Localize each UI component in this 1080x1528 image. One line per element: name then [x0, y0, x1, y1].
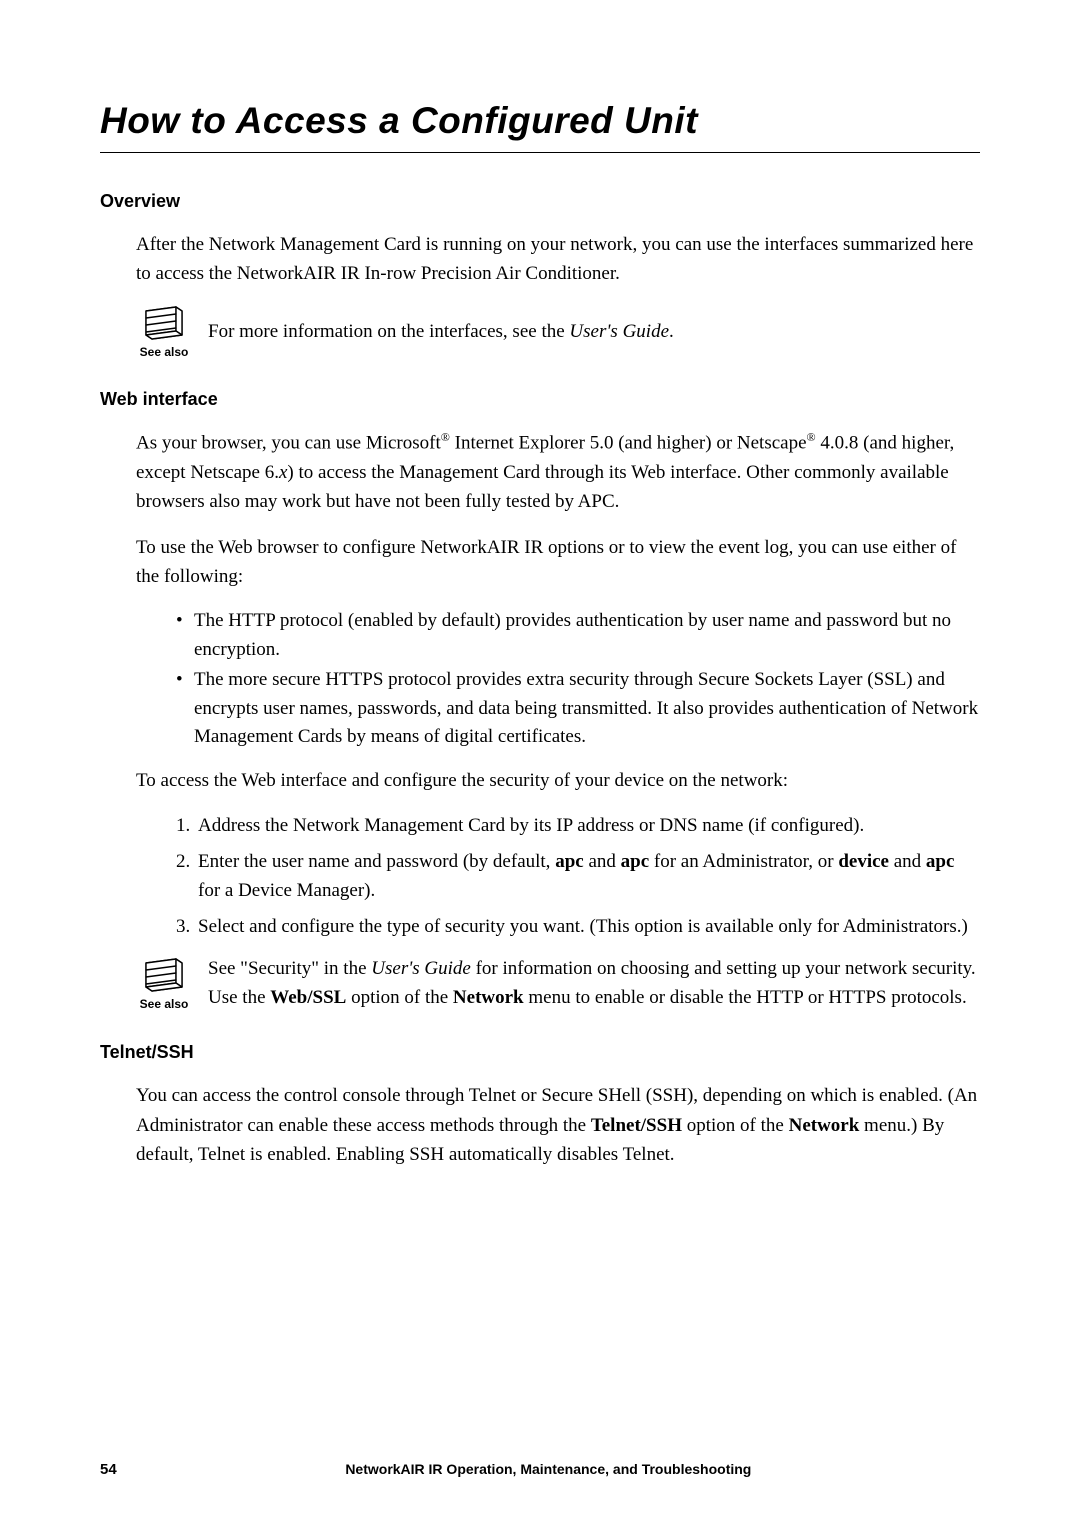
title-rule [100, 152, 980, 153]
web-paragraph-1: As your browser, you can use Microsoft® … [136, 428, 980, 517]
text-part: option of the [346, 987, 453, 1008]
item-number: 1. [176, 811, 190, 840]
overview-seealso-block: See also For more information on the int… [136, 305, 980, 359]
text-part: menu to enable or disable the HTTP or HT… [524, 987, 967, 1008]
section-telnet-heading: Telnet/SSH [100, 1042, 980, 1063]
text-part: Enter the user name and password (by def… [198, 851, 555, 872]
text-bold: apc [555, 851, 584, 872]
footer-title: NetworkAIR IR Operation, Maintenance, an… [117, 1461, 980, 1477]
list-item: 2. Enter the user name and password (by … [176, 847, 980, 906]
text-bold: Network [453, 987, 524, 1008]
text-bold: device [838, 851, 889, 872]
text-part: Internet Explorer 5.0 (and higher) or Ne… [450, 432, 807, 453]
text-part: Select and configure the type of securit… [198, 916, 968, 937]
page-title: How to Access a Configured Unit [100, 100, 980, 142]
text-part: option of the [682, 1115, 789, 1136]
list-item: The HTTP protocol (enabled by default) p… [176, 607, 980, 664]
users-guide-ref: User's Guide [569, 321, 669, 342]
item-number: 2. [176, 847, 190, 876]
text-bold: apc [926, 851, 955, 872]
registered-symbol: ® [441, 430, 450, 444]
text-part: As your browser, you can use Microsoft [136, 432, 441, 453]
section-web-heading: Web interface [100, 389, 980, 410]
users-guide-ref: User's Guide [371, 958, 471, 979]
text-part: for a Device Manager). [198, 880, 375, 901]
web-seealso-text: See "Security" in the User's Guide for i… [208, 955, 980, 1012]
books-icon: See also [136, 305, 192, 359]
item-number: 3. [176, 912, 190, 941]
list-item: 3. Select and configure the type of secu… [176, 912, 980, 941]
web-numbered-list: 1. Address the Network Management Card b… [176, 811, 980, 941]
seealso-label: See also [140, 345, 189, 359]
text-bold: apc [621, 851, 650, 872]
books-icon: See also [136, 957, 192, 1011]
text-bold: Network [789, 1115, 860, 1136]
web-paragraph-3: To access the Web interface and configur… [136, 766, 980, 795]
page-number: 54 [100, 1461, 117, 1478]
text-part: . [669, 321, 674, 342]
text-bold: Telnet/SSH [591, 1115, 682, 1136]
text-part: and [584, 851, 621, 872]
web-bullet-list: The HTTP protocol (enabled by default) p… [176, 607, 980, 752]
list-item: The more secure HTTPS protocol provides … [176, 666, 980, 752]
list-item: 1. Address the Network Management Card b… [176, 811, 980, 840]
text-part: Address the Network Management Card by i… [198, 815, 864, 836]
seealso-label: See also [140, 997, 189, 1011]
page-footer: 54 NetworkAIR IR Operation, Maintenance,… [100, 1461, 980, 1478]
text-part: For more information on the interfaces, … [208, 321, 569, 342]
telnet-paragraph: You can access the control console throu… [136, 1081, 980, 1169]
overview-paragraph: After the Network Management Card is run… [136, 230, 980, 289]
web-paragraph-2: To use the Web browser to configure Netw… [136, 533, 980, 592]
text-part: for an Administrator, or [649, 851, 838, 872]
text-bold: Web/SSL [270, 987, 346, 1008]
section-overview-heading: Overview [100, 191, 980, 212]
text-part: and [889, 851, 926, 872]
registered-symbol: ® [807, 430, 816, 444]
overview-seealso-text: For more information on the interfaces, … [208, 318, 674, 347]
text-part: See "Security" in the [208, 958, 371, 979]
web-seealso-block: See also See "Security" in the User's Gu… [136, 955, 980, 1012]
